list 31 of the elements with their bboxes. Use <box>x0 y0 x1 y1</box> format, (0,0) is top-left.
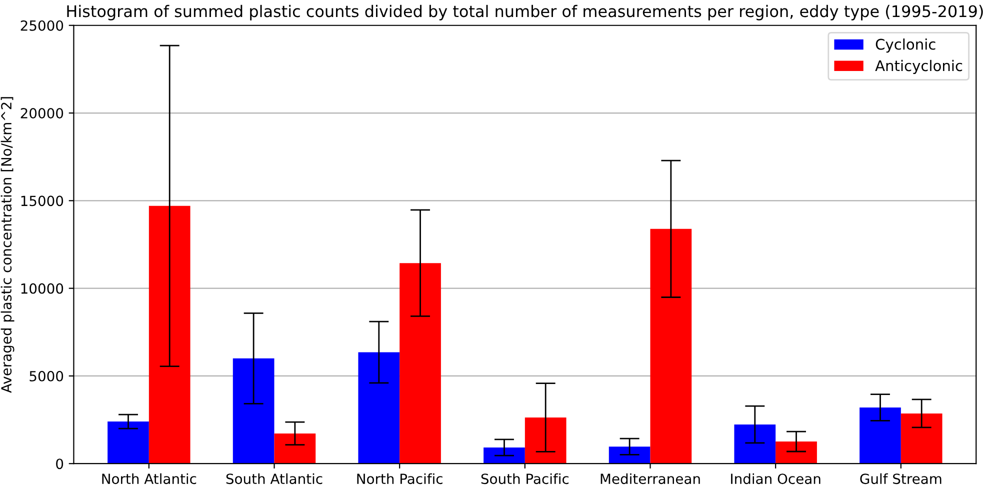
y-axis-title: Averaged plastic concentration [No/km^2] <box>0 97 14 393</box>
x-tick-label: Mediterranean <box>600 473 700 484</box>
x-tick-label: North Pacific <box>357 473 442 484</box>
y-tick-label: 10000 <box>21 283 64 294</box>
x-tick-label: South Pacific <box>481 473 569 484</box>
y-tick-label: 0 <box>56 458 64 470</box>
chart-title: Histogram of summed plastic counts divided by total number of measurements per region, eddy type (1995-2019) <box>67 4 983 20</box>
bar <box>734 424 776 464</box>
bar <box>900 413 942 464</box>
x-tick-label: South Atlantic <box>226 473 322 484</box>
bar <box>148 206 190 464</box>
bar <box>860 408 901 464</box>
bar <box>484 447 525 464</box>
bar <box>232 358 274 464</box>
y-tick-label: 20000 <box>20 108 64 118</box>
bar <box>776 442 817 464</box>
y-tick-label: 15000 <box>21 196 64 206</box>
bar <box>524 418 566 464</box>
bar <box>108 422 149 464</box>
bar <box>608 446 650 464</box>
legend-label: Cyclonic <box>876 38 936 53</box>
y-tick-label: 25000 <box>20 20 64 31</box>
bar <box>400 263 441 464</box>
legend-label: Anticyclonic <box>875 60 962 74</box>
x-tick-label: Indian Ocean <box>731 473 820 484</box>
bar <box>650 228 692 464</box>
x-tick-label: North Atlantic <box>102 473 196 484</box>
bar <box>274 433 316 464</box>
y-tick-label: 5000 <box>30 370 64 382</box>
bar <box>358 352 400 464</box>
x-tick-label: Gulf Stream <box>860 473 942 484</box>
